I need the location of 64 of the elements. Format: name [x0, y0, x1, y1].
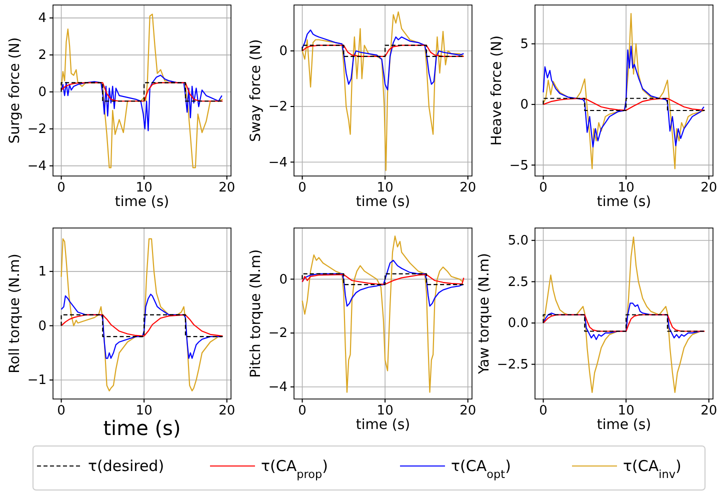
y-axis-title: Yaw torque (N.m): [476, 253, 492, 375]
x-axis-title: time (s): [114, 194, 170, 210]
y-tick-label: 5: [520, 36, 528, 52]
x-tick-label: 0: [298, 404, 306, 419]
y-axis-title: Pitch torque (N.m): [248, 249, 264, 378]
y-tick-label: 0: [520, 98, 528, 113]
line-series: [542, 12, 704, 170]
y-tick-label: 0: [38, 318, 46, 334]
x-tick-label: 0: [298, 180, 306, 196]
x-tick-label: 20: [218, 404, 236, 419]
y-tick-label: 0: [38, 85, 46, 100]
y-axis-title: Sway force (N): [248, 39, 264, 142]
y-tick-label: 0.0: [508, 316, 528, 332]
x-tick-label: 10: [136, 180, 152, 196]
line-series: [60, 74, 222, 132]
legend-label: τ(CA$_{opt}$): [451, 457, 511, 480]
line-series: [302, 11, 464, 171]
x-tick-label: 20: [460, 180, 476, 196]
x-tick-label: 0: [539, 404, 548, 419]
y-axis-title: Surge force (N): [6, 37, 23, 144]
line-series: [60, 14, 224, 168]
y-tick-label: 0: [279, 44, 288, 60]
y-tick-label: −2: [268, 326, 288, 342]
y-tick-label: −2: [268, 100, 288, 115]
y-tick-label: −2.5: [496, 357, 528, 372]
y-tick-label: 4: [38, 11, 46, 26]
x-axis-title: time (s): [356, 194, 410, 210]
x-tick-label: 20: [700, 180, 718, 196]
y-tick-label: −1: [27, 373, 46, 388]
legend-label: τ(desired): [88, 457, 164, 475]
y-tick-label: 5.0: [508, 234, 528, 249]
x-tick-label: 0: [57, 180, 66, 196]
x-tick-label: 0: [539, 180, 548, 196]
y-axis-title: Heave force (N): [488, 35, 505, 146]
y-tick-label: −4: [268, 155, 288, 170]
x-axis-title: time (s): [596, 194, 652, 210]
y-tick-label: 2.5: [508, 274, 528, 290]
x-tick-label: 20: [460, 404, 476, 419]
x-tick-label: 20: [700, 404, 718, 419]
y-tick-label: 1: [38, 264, 46, 280]
line-series: [302, 29, 464, 90]
legend-label: τ(CA$_{inv}$): [623, 457, 682, 480]
x-tick-label: 10: [376, 180, 394, 196]
x-tick-label: 0: [57, 404, 66, 419]
y-tick-label: −4: [27, 158, 46, 174]
line-series: [302, 260, 464, 307]
x-tick-label: 10: [618, 404, 634, 419]
x-axis-title: time (s): [356, 417, 410, 433]
y-tick-label: −4: [268, 380, 288, 396]
y-tick-label: 2: [38, 48, 46, 64]
x-tick-label: 20: [218, 180, 236, 196]
y-tick-label: −2: [27, 122, 46, 138]
line-series: [60, 294, 222, 359]
line-series: [542, 46, 704, 148]
x-tick-label: 10: [376, 404, 394, 419]
x-axis-title: time (s): [103, 416, 181, 440]
x-tick-label: 10: [618, 180, 634, 196]
y-tick-label: −5: [509, 158, 528, 174]
x-tick-label: 10: [136, 404, 152, 419]
y-axis-title: Roll torque (N.m): [6, 254, 23, 374]
legend-label: τ(CA$_{prop}$): [261, 457, 328, 480]
y-tick-label: 0: [279, 272, 288, 288]
line-series: [302, 236, 464, 393]
x-axis-title: time (s): [596, 417, 652, 433]
